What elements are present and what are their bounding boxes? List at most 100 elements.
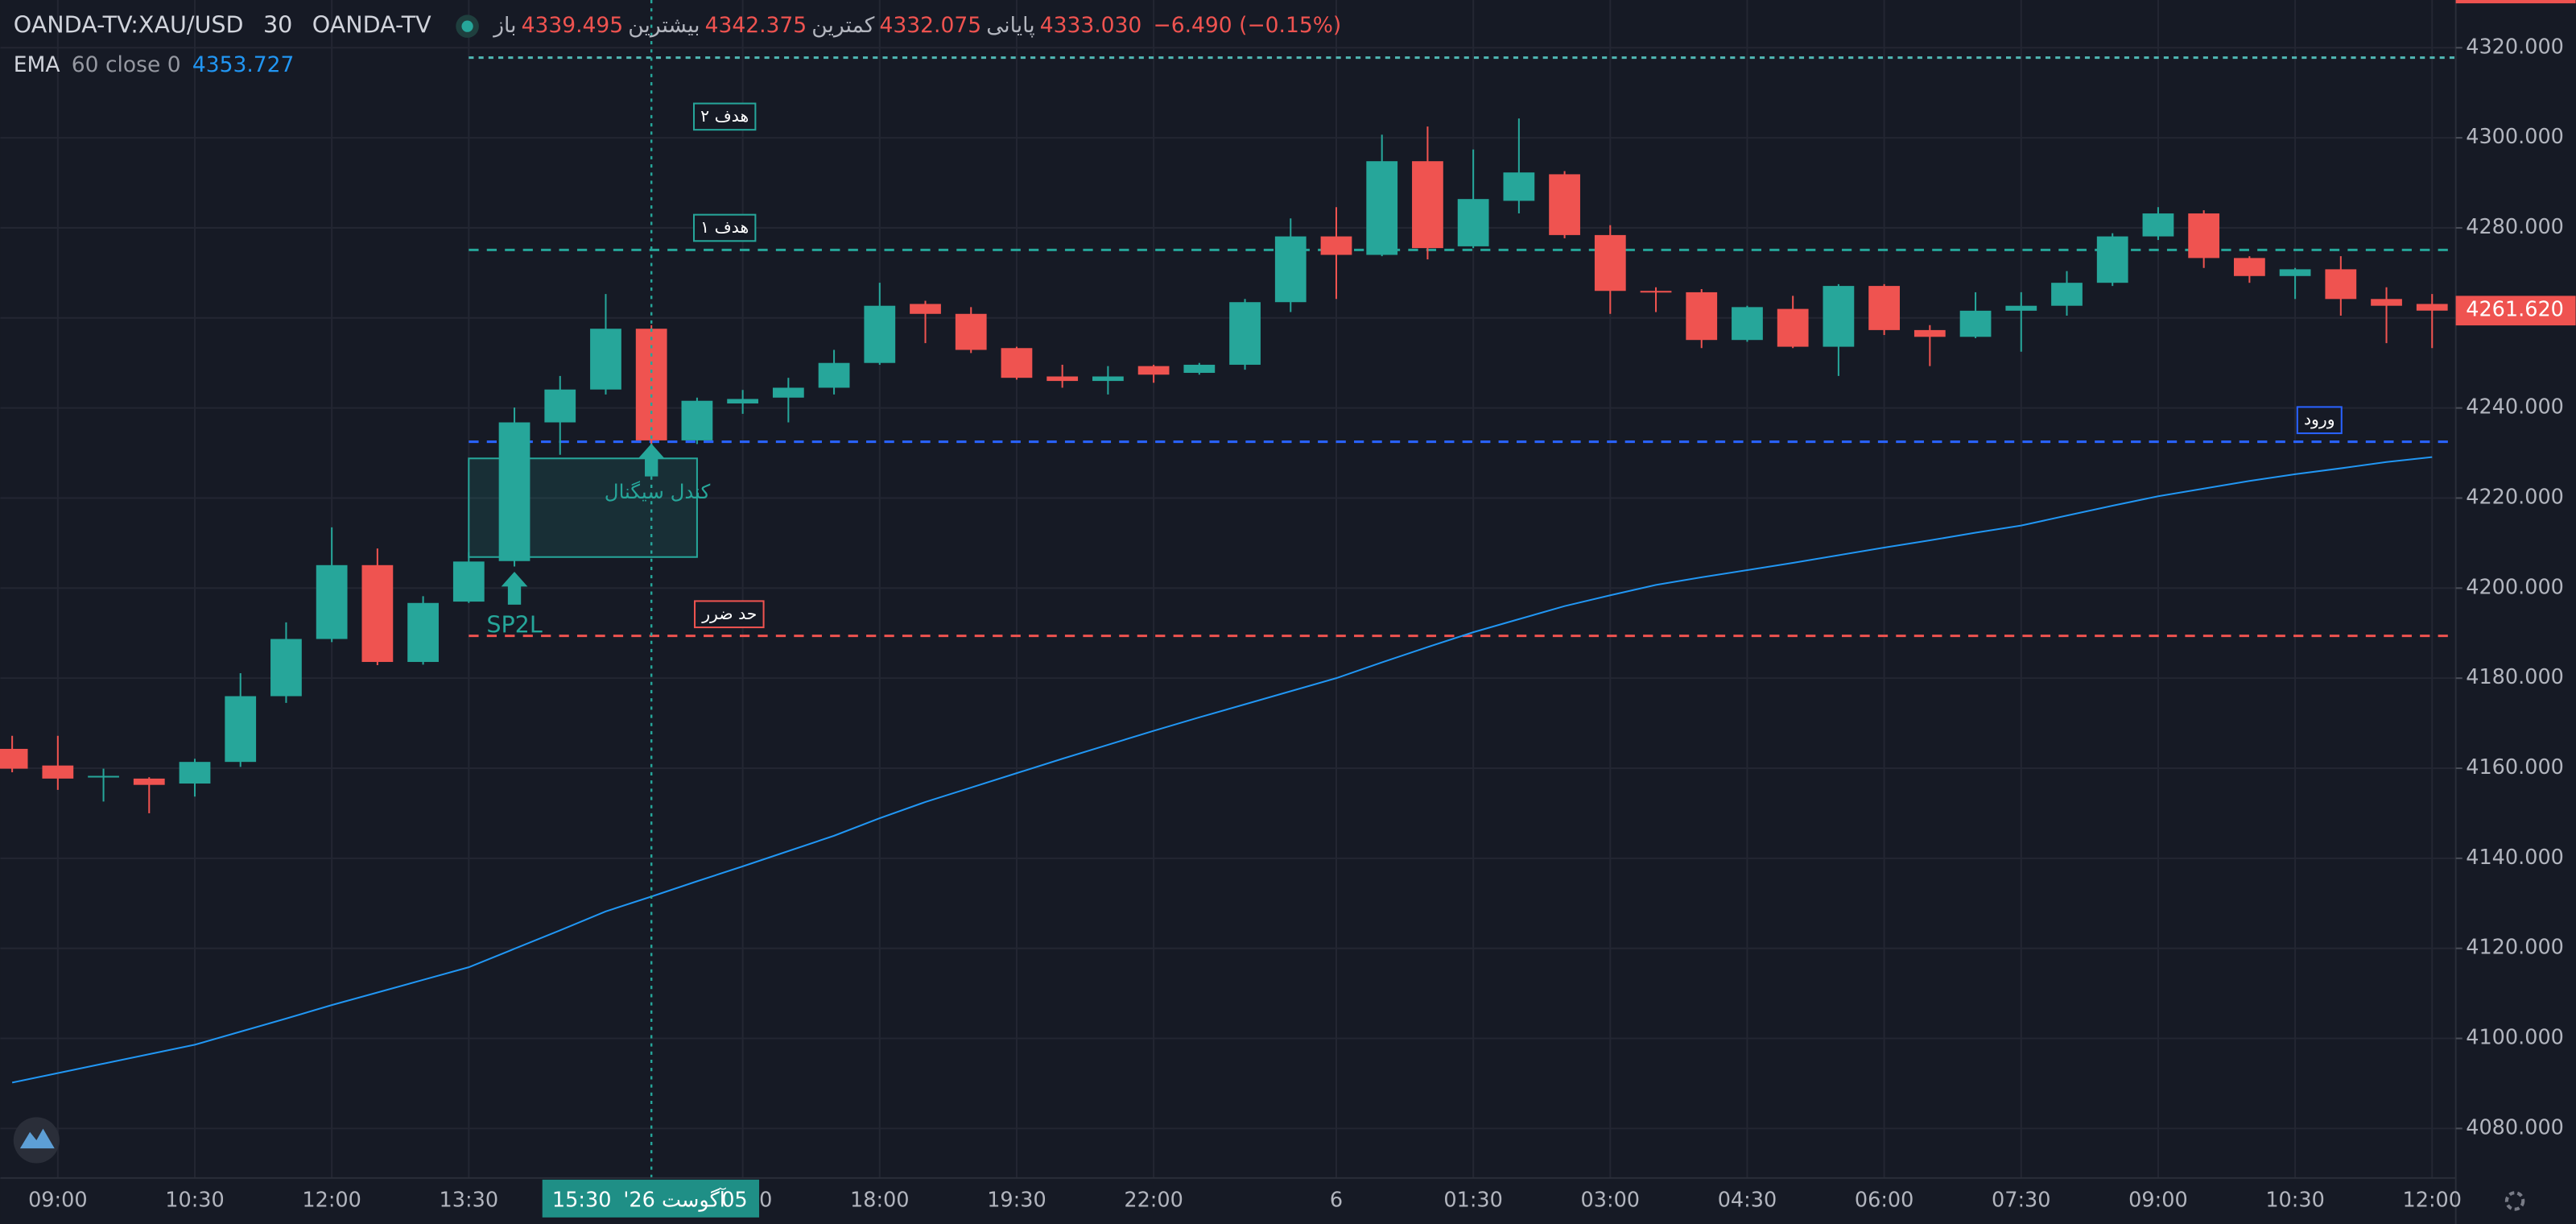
x-tick-label: 12:00 [302, 1188, 361, 1212]
candle-body [179, 762, 211, 784]
source: OANDA-TV [312, 11, 431, 39]
header: OANDA-TV:XAU/USD 30 OANDA-TV باز 4339.495 بیش… [14, 11, 1341, 77]
candle-body [1366, 161, 1398, 255]
candle-body [0, 748, 28, 769]
candle-body [2005, 305, 2037, 311]
candle-body [498, 422, 530, 561]
indicator-name: EMA [14, 52, 60, 77]
x-tick-label: 09:00 [2128, 1188, 2188, 1212]
candle-body [1503, 172, 1535, 201]
candle-body [2096, 236, 2128, 283]
y-tick-label: 4220.000 [2466, 485, 2564, 509]
y-tick-label: 4100.000 [2466, 1026, 2564, 1050]
annotation-box [692, 213, 757, 242]
candle-body [1229, 302, 1261, 365]
crosshair-label-box [542, 1179, 760, 1218]
candle-body [1092, 376, 1124, 382]
crosshair-label: '26 [623, 1188, 654, 1212]
candle-body [1686, 292, 1718, 341]
candle-body [1777, 308, 1809, 347]
ohlc-label: کمترین [811, 13, 875, 38]
y-tick-label: 4160.000 [2466, 755, 2564, 779]
candle-body [2371, 299, 2402, 306]
candle-body [1457, 199, 1489, 246]
candle-body [864, 305, 896, 363]
candle-body [1913, 329, 1946, 337]
indicator-value: 4353.727 [192, 52, 295, 77]
ohlc-label: بیشترین [628, 13, 700, 38]
ohlc-label: باز [492, 13, 516, 38]
x-tick-label: 01:30 [1443, 1188, 1503, 1212]
plot: کندل سیگنال SP2L هدف ۲ هدف ۱ حد ضرر ورود [0, 0, 2456, 1178]
signal-label: SP2L [486, 610, 542, 638]
y-tick-label: 4300.000 [2466, 125, 2564, 149]
candle-body [910, 304, 941, 314]
y-tick-label: 4320.000 [2466, 35, 2564, 59]
candle-body [316, 564, 348, 639]
x-tick-label: 18:00 [850, 1188, 910, 1212]
annotation-box [2296, 406, 2343, 435]
x-tick-label: 04:30 [1718, 1188, 1777, 1212]
signal-arrow [501, 572, 528, 605]
annotation-box [692, 102, 757, 131]
axes: 4080.000 4100.000 4120.000 4140.000 4160.000… [28, 35, 2576, 1218]
candle-body [772, 387, 804, 398]
ohlc-value: 4332.075 [880, 13, 982, 38]
x-tick-label: 22:00 [1124, 1188, 1183, 1212]
candle-body [1732, 307, 1763, 341]
candle-body [2325, 269, 2357, 300]
settings-button[interactable] [2504, 1191, 2525, 1211]
x-tick-label: 12:00 [2403, 1188, 2462, 1212]
candle-body [452, 561, 485, 602]
candle-body [1046, 376, 1079, 382]
candle-body [42, 765, 74, 779]
x-tick-label: 19:30 [987, 1188, 1046, 1212]
y-tick-label: 4080.000 [2466, 1115, 2564, 1139]
candle-body [1274, 236, 1307, 303]
candle-body [2233, 258, 2265, 276]
candle-body [2142, 213, 2174, 237]
x-tick-label: 07:30 [1992, 1188, 2051, 1212]
candle-body [1594, 234, 1626, 292]
annotation-label: هدف ۲ [700, 106, 749, 126]
candle-body [1640, 291, 1672, 293]
x-tick-label: 09:00 [28, 1188, 88, 1212]
logo-mark [19, 1128, 55, 1149]
y-tick-label: 4200.000 [2466, 575, 2564, 599]
candle-body [225, 696, 257, 763]
y-tick-label: 4120.000 [2466, 936, 2564, 960]
x-tick-label: 03:00 [1581, 1188, 1641, 1212]
annotation-label: هدف ۱ [700, 217, 749, 237]
last-price-tag [2455, 296, 2576, 326]
y-tick-label: 4180.000 [2466, 665, 2564, 689]
candle-body [1823, 286, 1855, 347]
candle-body [1183, 364, 1216, 374]
crosshair-label: آگوست [662, 1187, 727, 1212]
grid [0, 0, 2456, 1178]
zone-label: کندل سیگنال [605, 480, 711, 503]
ohlc-value: 4333.030 [1040, 13, 1142, 38]
candle-body [361, 564, 394, 663]
candle-body [590, 329, 621, 390]
ohlc-value: 4342.375 [705, 13, 807, 38]
last-price-label: 4261.620 [2466, 298, 2564, 322]
crosshair-label: 15:30 [552, 1188, 612, 1212]
y-tick-label: 4280.000 [2466, 215, 2564, 239]
candle-body [1320, 236, 1352, 255]
candle-body [1959, 310, 1992, 337]
x-tick-label: 6 [1330, 1188, 1343, 1212]
change: −6.490 (−0.15%) [1154, 13, 1342, 38]
candle-body [88, 775, 119, 778]
interval: 30 [263, 11, 292, 39]
y-tick-label: 4240.000 [2466, 395, 2564, 420]
candle-body [727, 399, 759, 404]
candle-body [1001, 348, 1033, 378]
candle-body [955, 313, 987, 350]
annotation-label: حد ضرر [701, 604, 757, 623]
status-dot-inner [461, 20, 473, 32]
x-tick-label: 10:30 [165, 1188, 225, 1212]
indicator-params: 60 close 0 [72, 52, 181, 77]
y-tick-label: 4140.000 [2466, 846, 2564, 870]
candle-body [1549, 174, 1580, 235]
